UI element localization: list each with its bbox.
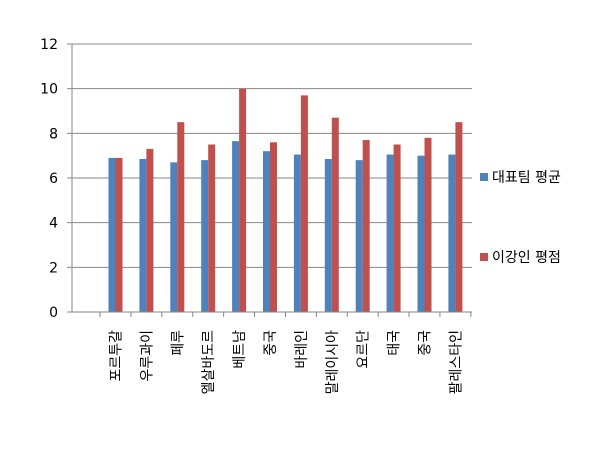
y-tick-label: 12 (40, 37, 58, 53)
legend-label: 이강인 평점 (492, 250, 561, 266)
x-tick-label: 중국 (263, 330, 279, 356)
legend-swatch (480, 253, 488, 261)
bar-player-rating (393, 144, 401, 312)
bar-team-average (324, 159, 332, 312)
bar-team-average (108, 157, 116, 312)
bar-team-average (448, 154, 456, 312)
legend-label: 대표팀 평균 (492, 170, 561, 186)
x-tick-label: 포르투갈 (109, 330, 125, 382)
x-tick-label: 팔레스타인 (448, 330, 464, 394)
bar-player-rating (177, 122, 185, 313)
bar-team-average (355, 160, 363, 312)
bar-team-average (263, 151, 270, 312)
bar-team-average (170, 162, 178, 312)
x-tick-label: 중국 (418, 330, 434, 356)
y-tick-label: 4 (49, 216, 58, 232)
legend-swatch (480, 173, 488, 181)
bar-player-rating (208, 144, 216, 312)
x-tick-label: 요르단 (356, 330, 372, 369)
y-axis: 0 2 4 6 8 10 12 (40, 37, 73, 321)
bar-player-rating (424, 137, 432, 312)
x-tick-label: 엘살바도르 (201, 330, 217, 395)
bar-team-average (201, 160, 209, 312)
bar-team-average (386, 154, 394, 312)
y-tick-label: 2 (49, 260, 58, 276)
x-tick-label: 페루 (170, 330, 186, 356)
bar-player-rating (239, 88, 247, 313)
bar-team-average (417, 155, 425, 312)
x-tick-label: 태국 (387, 330, 403, 356)
x-tick-label: 바레인 (294, 330, 310, 369)
y-tick-label: 8 (49, 126, 58, 142)
bar-player-rating (300, 95, 308, 312)
bar-team-average (293, 154, 301, 312)
y-tick-label: 6 (49, 171, 58, 187)
bar-team-average (232, 141, 240, 312)
bar-player-rating (331, 117, 339, 312)
x-axis: 포르투갈 우루과이 페루 엘살바도르 베트남 중국 바레인 말레이시아 요르단 태국 중국 팔레스타인 (72, 311, 472, 395)
bar-player-rating (146, 148, 154, 312)
x-tick-label: 우루과이 (139, 330, 155, 382)
x-tick-label: 말레이시아 (325, 330, 341, 395)
x-tick-label: 베트남 (232, 330, 248, 369)
bar-player-rating (455, 122, 463, 313)
y-tick-label: 10 (40, 82, 58, 98)
bar-player-rating (115, 157, 123, 312)
bar-player-rating (362, 140, 370, 312)
bar-player-rating (270, 142, 277, 312)
bars (108, 88, 463, 313)
bar-team-average (139, 159, 147, 312)
y-tick-label: 0 (49, 305, 58, 321)
